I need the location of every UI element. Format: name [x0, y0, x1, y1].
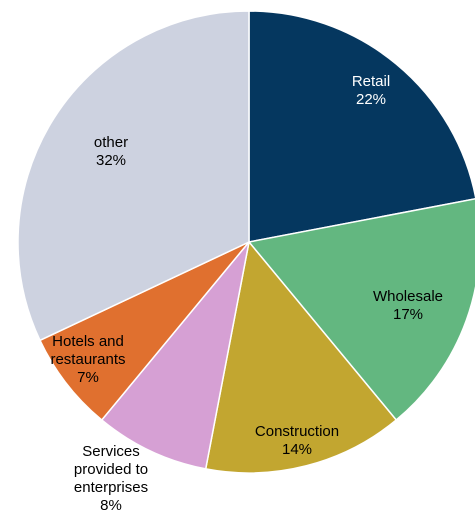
slice-value-label: 22% — [356, 91, 386, 108]
slice-label-other: other 32% — [94, 134, 128, 169]
slice-value-label: 17% — [393, 306, 423, 323]
pie-slice-other — [17, 10, 250, 342]
pie-slice-hotels-and-restaurants — [38, 241, 250, 422]
slice-label-hotels-and-restaurants: Hotels and restaurants 7% — [50, 333, 125, 386]
slice-category-label: Retail — [352, 73, 390, 90]
pie-slice-construction — [204, 240, 398, 474]
slice-category-label: provided to — [74, 461, 148, 478]
slice-category-label: other — [94, 134, 128, 151]
slice-value-label: 7% — [77, 369, 99, 386]
slice-category-label: Services — [82, 443, 140, 460]
slice-category-label: Hotels and — [52, 333, 124, 350]
slice-category-label: Wholesale — [373, 288, 443, 305]
slice-label-services-provided-to-enterprises: Services provided to enterprises 8% — [74, 443, 148, 514]
slice-category-label: Construction — [255, 423, 339, 440]
slice-value-label: 8% — [100, 497, 122, 514]
slice-label-wholesale: Wholesale 17% — [373, 288, 443, 323]
slice-label-construction: Construction 14% — [255, 423, 339, 458]
slice-value-label: 32% — [96, 152, 126, 169]
slice-value-label: 14% — [282, 441, 312, 458]
slice-label-retail: Retail 22% — [352, 73, 390, 108]
pie-slice-wholesale — [247, 198, 475, 422]
slice-category-label: restaurants — [50, 351, 125, 368]
pie-slice-retail — [248, 10, 475, 243]
pie-slice-services-provided-to-enterprises — [100, 241, 250, 470]
pie-labels: Retail 22% Wholesale 17% Construction 14% Serv… — [50, 73, 443, 514]
pie-slices — [17, 10, 475, 474]
slice-category-label: enterprises — [74, 479, 148, 496]
